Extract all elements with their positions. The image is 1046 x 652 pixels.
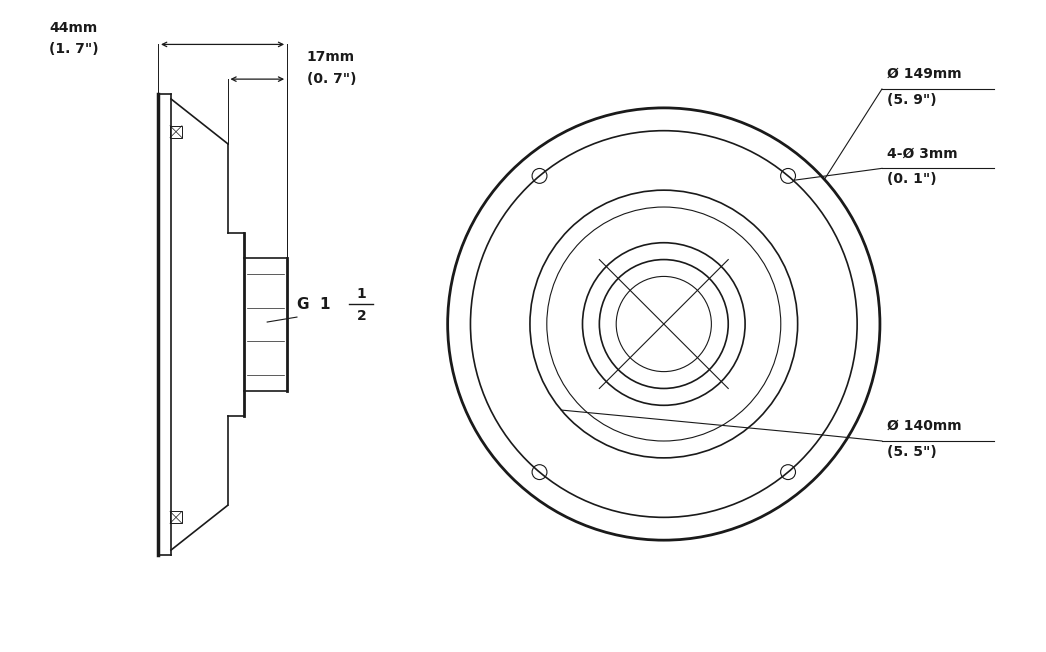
Text: (1. 7"): (1. 7"): [49, 42, 98, 56]
Text: (5. 5"): (5. 5"): [887, 445, 936, 459]
Text: 2: 2: [357, 309, 366, 323]
Text: 1: 1: [357, 288, 366, 301]
Text: 4-Ø 3mm: 4-Ø 3mm: [887, 147, 957, 160]
Bar: [170, 126, 182, 138]
Text: 17mm: 17mm: [306, 50, 355, 65]
Text: 44mm: 44mm: [49, 20, 97, 35]
Text: G  1: G 1: [297, 297, 331, 312]
Bar: [170, 511, 182, 524]
Text: Ø 149mm: Ø 149mm: [887, 67, 961, 81]
Text: (5. 9"): (5. 9"): [887, 93, 936, 107]
Text: (0. 1"): (0. 1"): [887, 172, 936, 186]
Text: (0. 7"): (0. 7"): [306, 72, 357, 86]
Text: Ø 140mm: Ø 140mm: [887, 419, 961, 433]
